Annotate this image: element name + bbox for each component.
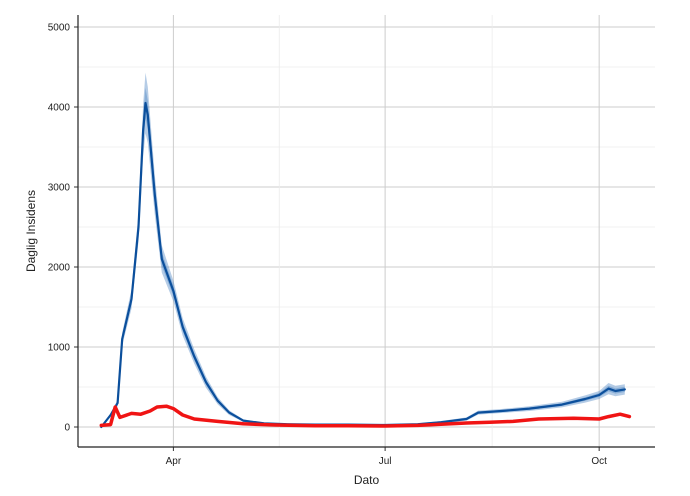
series-line-1 — [99, 404, 632, 428]
uncertainty-bands — [101, 72, 625, 428]
grid — [78, 15, 655, 447]
tick-labels: 0 1000 2000 3000 4000 5000 Apr Jul Oct — [48, 23, 607, 468]
series-lines — [99, 101, 632, 429]
x-tick-label: Jul — [379, 456, 392, 467]
axes — [74, 15, 655, 451]
series-band-inner-0 — [101, 87, 625, 428]
y-tick-label: 0 — [64, 423, 70, 434]
x-axis-title: Dato — [354, 473, 380, 487]
x-tick-label: Oct — [591, 456, 607, 467]
y-axis-title: Daglig Insidens — [24, 190, 38, 272]
y-tick-label: 3000 — [48, 183, 71, 194]
series-line-0 — [100, 101, 626, 429]
y-tick-label: 4000 — [48, 103, 71, 114]
y-tick-label: 5000 — [48, 23, 71, 34]
series-band-0 — [101, 72, 625, 427]
y-tick-label: 1000 — [48, 343, 71, 354]
x-tick-label: Apr — [166, 456, 182, 467]
y-tick-label: 2000 — [48, 263, 71, 274]
